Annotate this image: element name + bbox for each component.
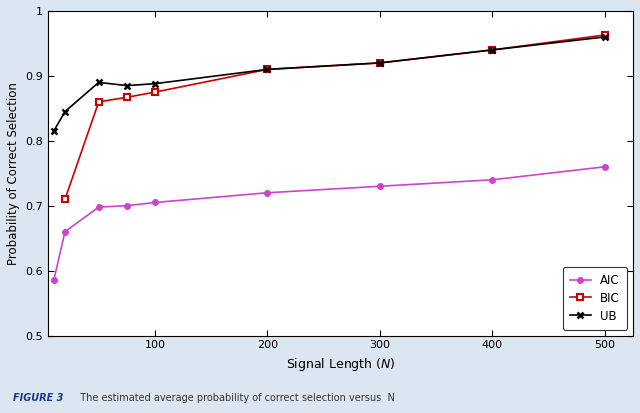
AIC (95, 204, 102, 209)
AIC (123, 203, 131, 208)
Y-axis label: Probability of Correct Selection: Probability of Correct Selection (7, 82, 20, 265)
UB (264, 67, 271, 72)
BIC (264, 67, 271, 72)
BIC (376, 60, 384, 65)
BIC (488, 47, 496, 52)
UB (123, 83, 131, 88)
BIC (151, 90, 159, 95)
Line: BIC: BIC (61, 31, 609, 203)
AIC (376, 184, 384, 189)
AIC (61, 229, 69, 234)
BIC (601, 33, 609, 38)
UB (61, 109, 69, 114)
Line: AIC: AIC (51, 164, 608, 283)
AIC (151, 200, 159, 205)
Text: The estimated average probability of correct selection versus  ​N: The estimated average probability of cor… (74, 393, 394, 403)
UB (95, 80, 102, 85)
BIC (95, 100, 102, 104)
BIC (123, 95, 131, 100)
AIC (50, 278, 58, 283)
AIC (264, 190, 271, 195)
AIC (488, 177, 496, 182)
AIC (601, 164, 609, 169)
X-axis label: Signal Length ($N$): Signal Length ($N$) (285, 356, 396, 373)
UB (488, 47, 496, 52)
Legend: AIC, BIC, UB: AIC, BIC, UB (563, 267, 627, 330)
BIC (61, 197, 69, 202)
UB (50, 128, 58, 133)
UB (601, 34, 609, 39)
Line: UB: UB (51, 33, 609, 135)
Text: FIGURE 3: FIGURE 3 (13, 393, 63, 403)
UB (376, 60, 384, 65)
UB (151, 81, 159, 86)
